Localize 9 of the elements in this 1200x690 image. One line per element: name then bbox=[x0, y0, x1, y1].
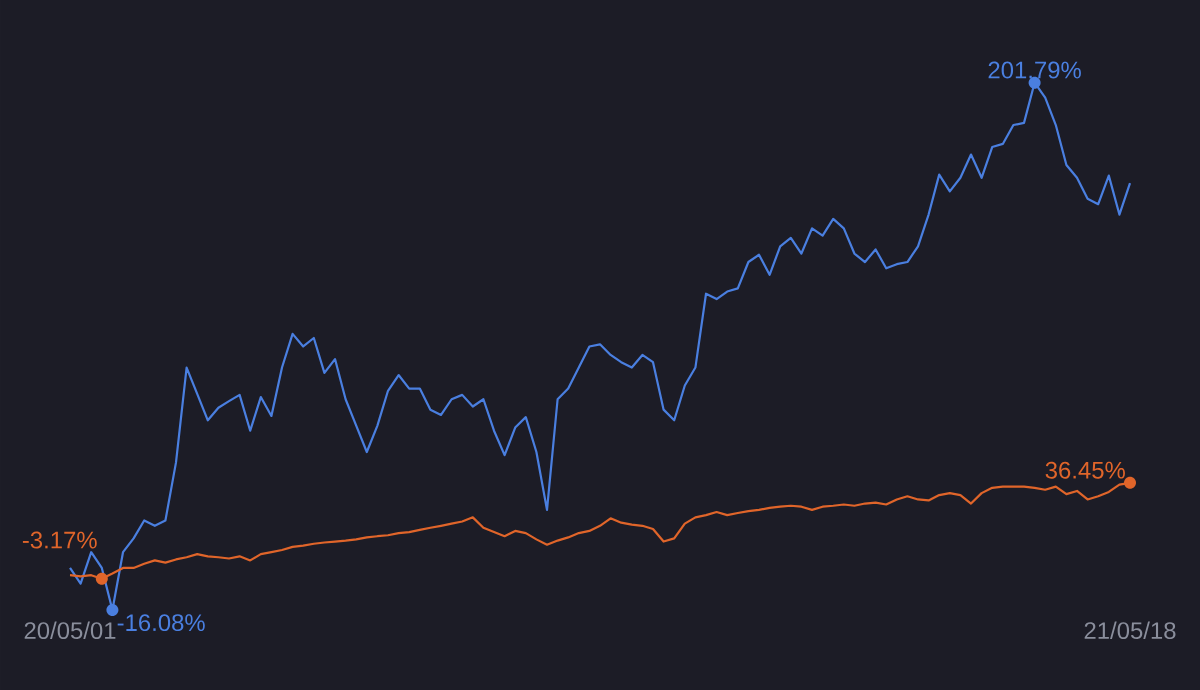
point bbox=[95, 572, 108, 585]
data-label: -3.17% bbox=[22, 531, 97, 549]
x-tick-label: 20/05/01 bbox=[24, 621, 116, 640]
data-label: 201.79% bbox=[988, 61, 1081, 79]
data-label: -16.08% bbox=[117, 614, 205, 632]
x-tick-label: 21/05/18 bbox=[1084, 621, 1176, 640]
data-label: 36.45% bbox=[1045, 461, 1125, 479]
point bbox=[106, 603, 119, 616]
point bbox=[1124, 476, 1136, 489]
